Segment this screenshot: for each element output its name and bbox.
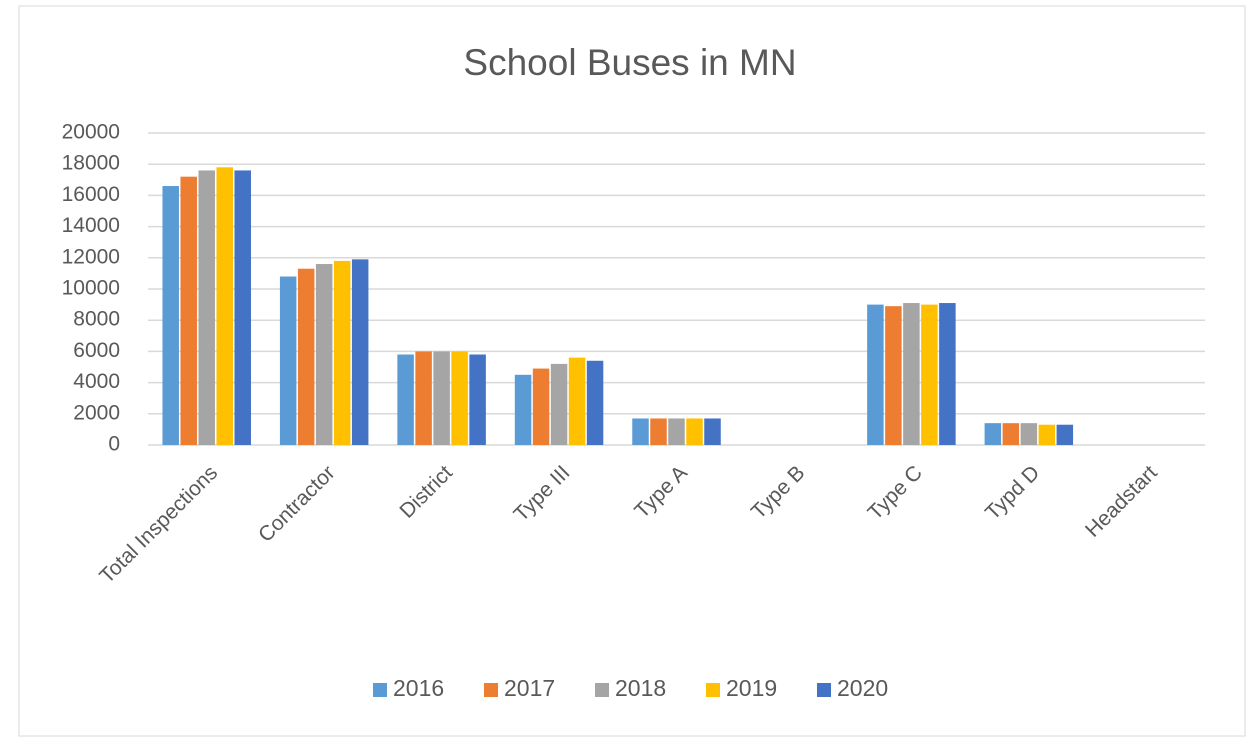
y-tick-label: 20000 (62, 121, 120, 144)
y-tick-label: 10000 (62, 277, 120, 300)
bar (216, 167, 233, 445)
bar (397, 354, 414, 445)
bar (650, 418, 667, 445)
bar (921, 304, 938, 445)
bar (415, 351, 432, 445)
y-tick-label: 14000 (62, 214, 120, 237)
bar (668, 418, 685, 445)
legend-label: 2016 (393, 675, 444, 701)
bar (532, 368, 550, 445)
bar (469, 354, 486, 445)
legend-label: 2020 (837, 675, 888, 701)
bar (333, 260, 351, 445)
bar (279, 276, 297, 445)
y-tick-label: 0 (108, 433, 120, 456)
bar (550, 363, 568, 445)
bar (297, 268, 315, 445)
bar (867, 304, 884, 445)
legend-label: 2017 (504, 675, 555, 701)
bar (433, 351, 450, 445)
chart-title: School Buses in MN (463, 42, 796, 83)
bar (704, 418, 721, 445)
bar (1056, 424, 1074, 445)
bar (568, 357, 586, 445)
legend-label: 2019 (726, 675, 777, 701)
y-tick-label: 6000 (73, 339, 120, 362)
bar (162, 186, 179, 446)
bar (586, 360, 604, 445)
bar (1020, 423, 1038, 445)
bar (315, 264, 333, 445)
legend-swatch (484, 683, 498, 697)
bar (1002, 423, 1020, 445)
bar (351, 259, 369, 445)
legend-swatch (817, 683, 831, 697)
bar (198, 170, 215, 445)
bar (451, 351, 468, 445)
bar (514, 374, 532, 445)
y-tick-label: 4000 (73, 370, 120, 393)
bar (686, 418, 703, 445)
legend-label: 2018 (615, 675, 666, 701)
y-tick-label: 8000 (73, 308, 120, 331)
bar (1038, 424, 1056, 445)
bar (939, 303, 956, 445)
y-tick-label: 2000 (73, 401, 120, 424)
y-tick-label: 16000 (62, 183, 120, 206)
y-tick-label: 18000 (62, 152, 120, 175)
legend-swatch (706, 683, 720, 697)
bar (632, 418, 649, 445)
bar (885, 306, 902, 445)
bar (984, 423, 1002, 445)
bar (903, 303, 920, 445)
bar (234, 170, 251, 445)
bar (180, 176, 197, 445)
legend-swatch (373, 683, 387, 697)
legend-swatch (595, 683, 609, 697)
y-tick-label: 12000 (62, 245, 120, 268)
